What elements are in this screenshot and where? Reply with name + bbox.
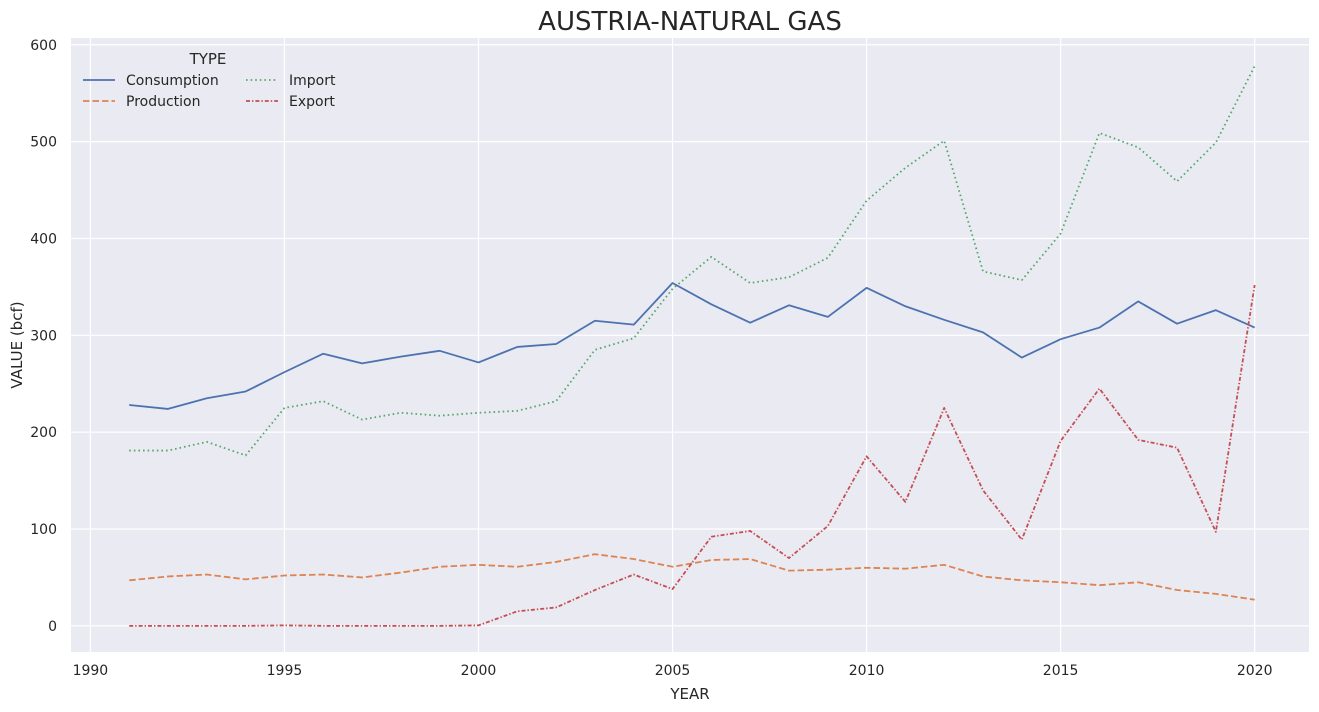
chart-title: AUSTRIA-NATURAL GAS	[538, 7, 842, 37]
x-tick-label: 2020	[1237, 663, 1273, 679]
y-axis-title: VALUE (bcf)	[8, 301, 26, 388]
x-tick-label: 2010	[849, 663, 885, 679]
x-tick-label: 2000	[461, 663, 497, 679]
legend: TYPE Consumption Production Import Export	[83, 50, 336, 110]
y-axis-ticks: 0 100 200 300 400 500 600	[30, 38, 57, 635]
legend-label-production: Production	[126, 94, 200, 110]
y-tick-label: 100	[30, 522, 57, 538]
y-tick-label: 400	[30, 231, 57, 247]
y-tick-label: 0	[48, 619, 57, 635]
legend-label-consumption: Consumption	[126, 73, 219, 89]
legend-label-export: Export	[289, 94, 335, 110]
series-line-import	[129, 65, 1256, 457]
series-line-production	[129, 553, 1255, 601]
legend-label-import: Import	[289, 73, 336, 89]
series-line-consumption	[129, 282, 1256, 410]
x-axis-title: YEAR	[669, 685, 709, 703]
x-axis-ticks: 1990 1995 2000 2005 2010 2015 2020	[73, 663, 1273, 679]
series-line-export	[129, 284, 1256, 627]
x-tick-label: 2015	[1043, 663, 1079, 679]
grid	[71, 38, 1309, 652]
y-tick-label: 500	[30, 135, 57, 151]
x-tick-label: 2005	[655, 663, 691, 679]
series-lines	[129, 65, 1256, 627]
y-tick-label: 300	[30, 328, 57, 344]
x-tick-label: 1990	[73, 663, 109, 679]
plot-area	[71, 38, 1309, 652]
x-tick-label: 1995	[267, 663, 303, 679]
y-tick-label: 600	[30, 38, 57, 54]
y-tick-label: 200	[30, 425, 57, 441]
legend-title: TYPE	[189, 50, 227, 68]
